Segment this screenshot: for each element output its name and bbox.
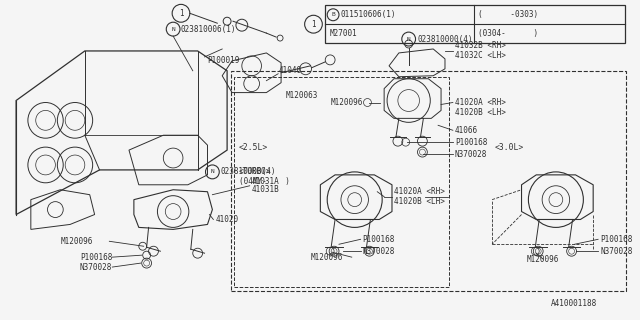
Text: 41020B <LH>: 41020B <LH> [394,197,445,206]
Text: 41020A <RH>: 41020A <RH> [394,187,445,196]
Text: P100019: P100019 [207,56,240,65]
Text: N: N [407,36,410,42]
Text: <3.0L>: <3.0L> [495,143,524,152]
Text: P100168: P100168 [600,235,632,244]
Text: N: N [172,27,175,32]
Text: M120096: M120096 [330,98,362,107]
Text: 41031B: 41031B [252,185,280,194]
Text: (0304-      ): (0304- ) [478,29,538,38]
Text: 41032B <RH>: 41032B <RH> [455,42,506,51]
Text: N: N [211,169,214,174]
Text: 41020: 41020 [215,215,239,224]
Text: M120096: M120096 [310,253,343,262]
Text: 023810000(4): 023810000(4) [417,35,473,44]
Text: P100168: P100168 [455,138,487,147]
Text: 41020B <LH>: 41020B <LH> [455,108,506,117]
Bar [234,77,449,287]
Text: 1: 1 [179,9,183,18]
Text: <TURBO>: <TURBO> [239,167,271,176]
Text: N370028: N370028 [80,263,112,272]
Bar [325,5,625,43]
Text: 011510606(1): 011510606(1) [341,10,396,19]
Text: M120063: M120063 [286,91,318,100]
Text: (04MY-    ): (04MY- ) [239,177,290,186]
Text: 023810006(1): 023810006(1) [181,25,237,34]
Text: 41031A: 41031A [252,177,280,186]
Text: 41032C <LH>: 41032C <LH> [455,52,506,60]
Text: 41020A <RH>: 41020A <RH> [455,98,506,107]
Text: P100168: P100168 [362,235,395,244]
Text: 023810000(4): 023810000(4) [220,167,276,176]
Text: (      -0303): ( -0303) [478,10,538,19]
Text: N370028: N370028 [600,247,632,256]
Text: M120096: M120096 [527,255,559,264]
Text: N370028: N370028 [362,247,395,256]
Text: <2.5L>: <2.5L> [239,143,268,152]
Bar [231,71,625,291]
Text: 1: 1 [311,20,316,29]
Text: M120096: M120096 [60,237,93,246]
Text: 41066: 41066 [455,126,478,135]
Text: 41040: 41040 [278,66,301,75]
Text: M27001: M27001 [329,29,357,38]
Text: N370028: N370028 [455,149,487,158]
Text: P100168: P100168 [80,253,112,262]
Text: B: B [332,12,335,17]
Text: A410001188: A410001188 [551,299,597,308]
